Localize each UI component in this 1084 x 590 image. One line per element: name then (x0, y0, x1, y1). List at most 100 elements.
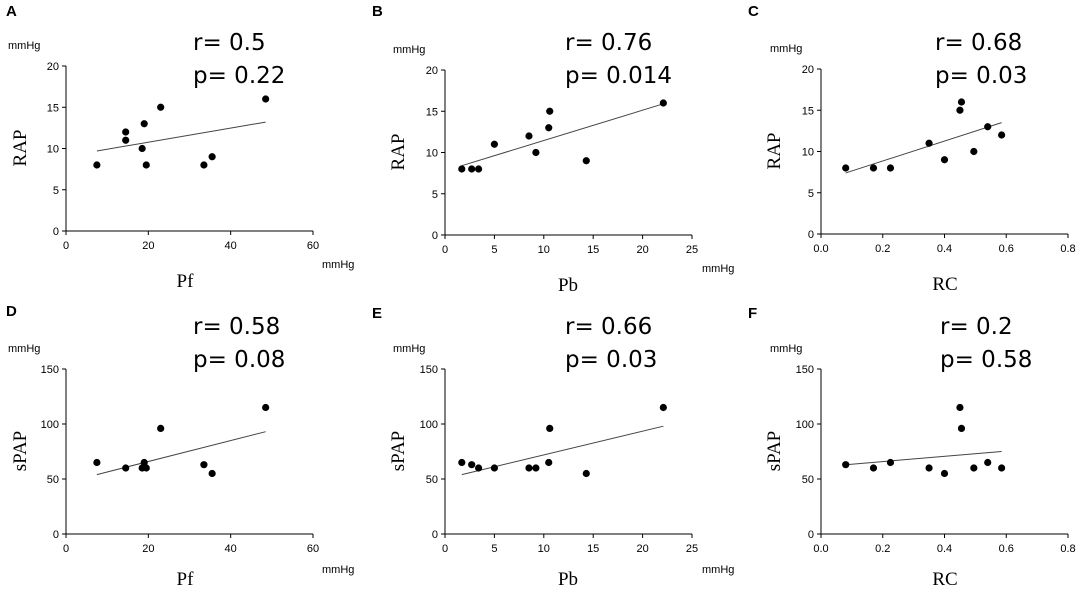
data-point (970, 147, 978, 156)
data-point (546, 107, 554, 115)
y-unit-label: mmHg (770, 343, 802, 355)
x-axis-title: RC (932, 569, 957, 590)
data-point (532, 464, 540, 472)
x-unit-label: mmHg (702, 564, 734, 576)
x-tick-label: 20 (142, 543, 154, 555)
regression-line (96, 121, 266, 152)
y-axis-title: sPAP (764, 431, 785, 472)
x-unit-label: mmHg (702, 263, 734, 275)
data-point (93, 458, 101, 467)
y-tick-label: 15 (47, 102, 59, 114)
x-axis-title: Pb (558, 275, 578, 296)
data-point (532, 148, 540, 157)
data-point (468, 461, 476, 469)
data-point (262, 95, 270, 103)
x-tick-label: 20 (142, 240, 154, 252)
x-tick-label: 40 (225, 543, 237, 555)
y-tick-label: 100 (420, 419, 438, 431)
p-value: p= 0.58 (940, 347, 1032, 373)
y-tick-label: 0 (432, 230, 438, 242)
x-tick-label: 0 (442, 543, 448, 555)
panel-letter: A (6, 3, 17, 20)
r-value: r= 0.66 (565, 314, 652, 340)
y-unit-label: mmHg (393, 343, 425, 355)
data-point (956, 106, 964, 114)
data-point (842, 164, 850, 172)
x-tick-label: 0.8 (1060, 543, 1075, 555)
data-point (545, 124, 553, 132)
x-tick-label: 5 (491, 543, 497, 555)
data-point (545, 458, 553, 467)
y-tick-label: 0 (53, 226, 59, 238)
x-tick-label: 10 (538, 543, 550, 555)
y-tick-label: 15 (802, 105, 814, 117)
data-point (842, 461, 850, 469)
data-point (157, 103, 165, 111)
x-tick-label: 60 (307, 543, 319, 555)
r-value: r= 0.68 (935, 30, 1022, 56)
panel-letter: E (372, 305, 382, 322)
data-point (458, 458, 466, 467)
y-unit-label: mmHg (393, 44, 425, 56)
data-point (956, 403, 964, 412)
data-point (140, 120, 148, 128)
x-axis-title: Pf (177, 271, 195, 292)
data-point (93, 161, 101, 169)
y-tick-label: 150 (796, 364, 814, 376)
x-tick-label: 25 (686, 244, 698, 256)
data-point (458, 165, 466, 173)
regression-line (845, 451, 1002, 466)
r-value: r= 0.76 (565, 30, 652, 56)
p-value: p= 0.014 (565, 63, 672, 89)
data-point (474, 165, 483, 173)
data-point (122, 464, 130, 472)
y-tick-label: 20 (47, 61, 59, 73)
x-axis-title: RC (932, 274, 957, 295)
r-value: r= 0.2 (940, 314, 1013, 340)
x-tick-label: 25 (686, 543, 698, 555)
x-tick-label: 15 (587, 244, 599, 256)
y-tick-label: 20 (426, 65, 438, 77)
x-tick-label: 0 (63, 240, 69, 252)
panel-letter: F (748, 305, 757, 322)
data-point (957, 98, 966, 106)
y-tick-label: 5 (432, 189, 438, 201)
data-point (886, 164, 895, 172)
data-point (940, 156, 949, 164)
x-axis-title: Pb (558, 569, 578, 590)
data-point (140, 458, 148, 467)
y-tick-label: 0 (808, 529, 814, 541)
x-tick-label: 60 (307, 240, 319, 252)
data-point (659, 99, 667, 107)
panel-letter: B (372, 3, 383, 20)
p-value: p= 0.22 (193, 63, 285, 89)
x-tick-label: 0.4 (937, 543, 952, 555)
data-point (998, 131, 1006, 139)
y-tick-label: 100 (41, 419, 59, 431)
data-point (474, 464, 483, 472)
data-point (998, 464, 1006, 472)
data-point (659, 403, 667, 412)
data-point (142, 464, 150, 472)
y-tick-label: 15 (426, 106, 438, 118)
y-tick-label: 5 (53, 185, 59, 197)
x-tick-label: 0.0 (813, 243, 828, 255)
y-tick-label: 0 (808, 229, 814, 241)
data-point (208, 469, 216, 478)
x-axis-title: Pf (177, 569, 195, 590)
data-point (525, 464, 533, 472)
y-unit-label: mmHg (770, 43, 802, 55)
x-tick-label: 0.2 (875, 243, 890, 255)
x-tick-label: 5 (491, 244, 497, 256)
data-point (984, 458, 992, 467)
regression-line (845, 122, 1002, 174)
data-point (490, 140, 498, 148)
y-tick-label: 150 (420, 364, 438, 376)
panel-letter: D (6, 303, 17, 320)
